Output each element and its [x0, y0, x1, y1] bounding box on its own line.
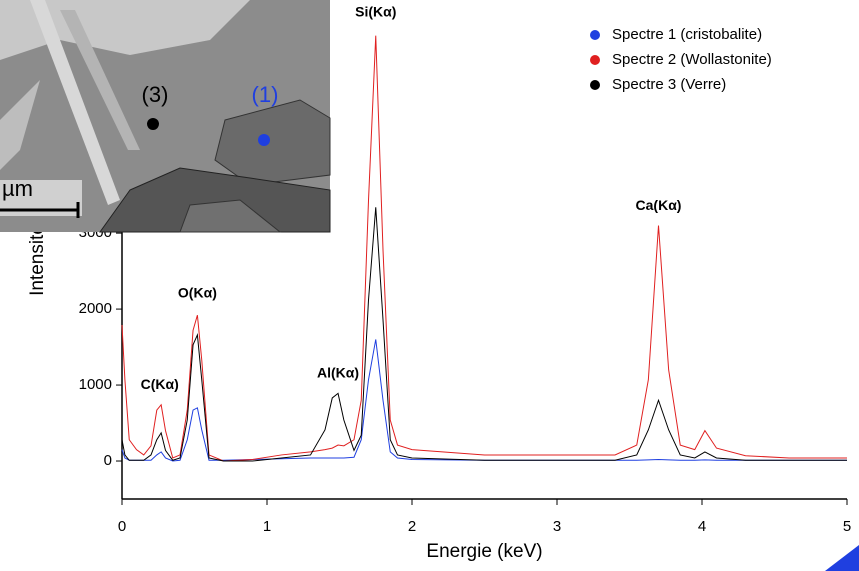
peak-label: C(Kα)	[141, 376, 179, 392]
legend-marker	[590, 80, 600, 90]
grain	[214, 99, 331, 186]
needle	[60, 10, 140, 150]
y-tick-label: 0	[104, 452, 112, 469]
peak-label: Ca(Kα)	[636, 197, 682, 213]
legend-label: Spectre 3 (Verre)	[612, 76, 726, 93]
legend-marker	[590, 30, 600, 40]
scale-label: µm	[2, 176, 33, 201]
peak-label: O(Kα)	[178, 285, 217, 301]
corner-decor	[825, 545, 859, 571]
legend-label: Spectre 1 (cristobalite)	[612, 26, 762, 43]
x-tick-label: 0	[118, 518, 126, 535]
grain	[99, 167, 331, 233]
y-tick-label: 1000	[79, 376, 112, 393]
point-marker	[147, 118, 159, 130]
x-tick-label: 1	[263, 518, 271, 535]
needle	[0, 80, 40, 170]
series-line	[121, 35, 847, 462]
needle	[30, 0, 120, 205]
y-tick-label: 2000	[79, 300, 112, 317]
grain	[179, 199, 282, 233]
x-tick-label: 2	[408, 518, 416, 535]
series-line	[121, 339, 847, 462]
legend-marker	[590, 55, 600, 65]
point-label: (3)	[142, 82, 169, 107]
x-axis-label: Energie (keV)	[426, 541, 542, 562]
point-label: (1)	[252, 82, 279, 107]
x-tick-label: 5	[843, 518, 851, 535]
peak-label: Al(Kα)	[317, 364, 359, 380]
point-marker	[258, 134, 270, 146]
x-tick-label: 4	[698, 518, 706, 535]
inset-image: µm (3) (1)	[0, 0, 331, 233]
legend-label: Spectre 2 (Wollastonite)	[612, 51, 772, 68]
x-tick-label: 3	[553, 518, 561, 535]
peak-label: Si(Kα)	[355, 4, 396, 20]
series-line	[121, 207, 847, 462]
y-axis-label: Intensité	[27, 224, 48, 296]
